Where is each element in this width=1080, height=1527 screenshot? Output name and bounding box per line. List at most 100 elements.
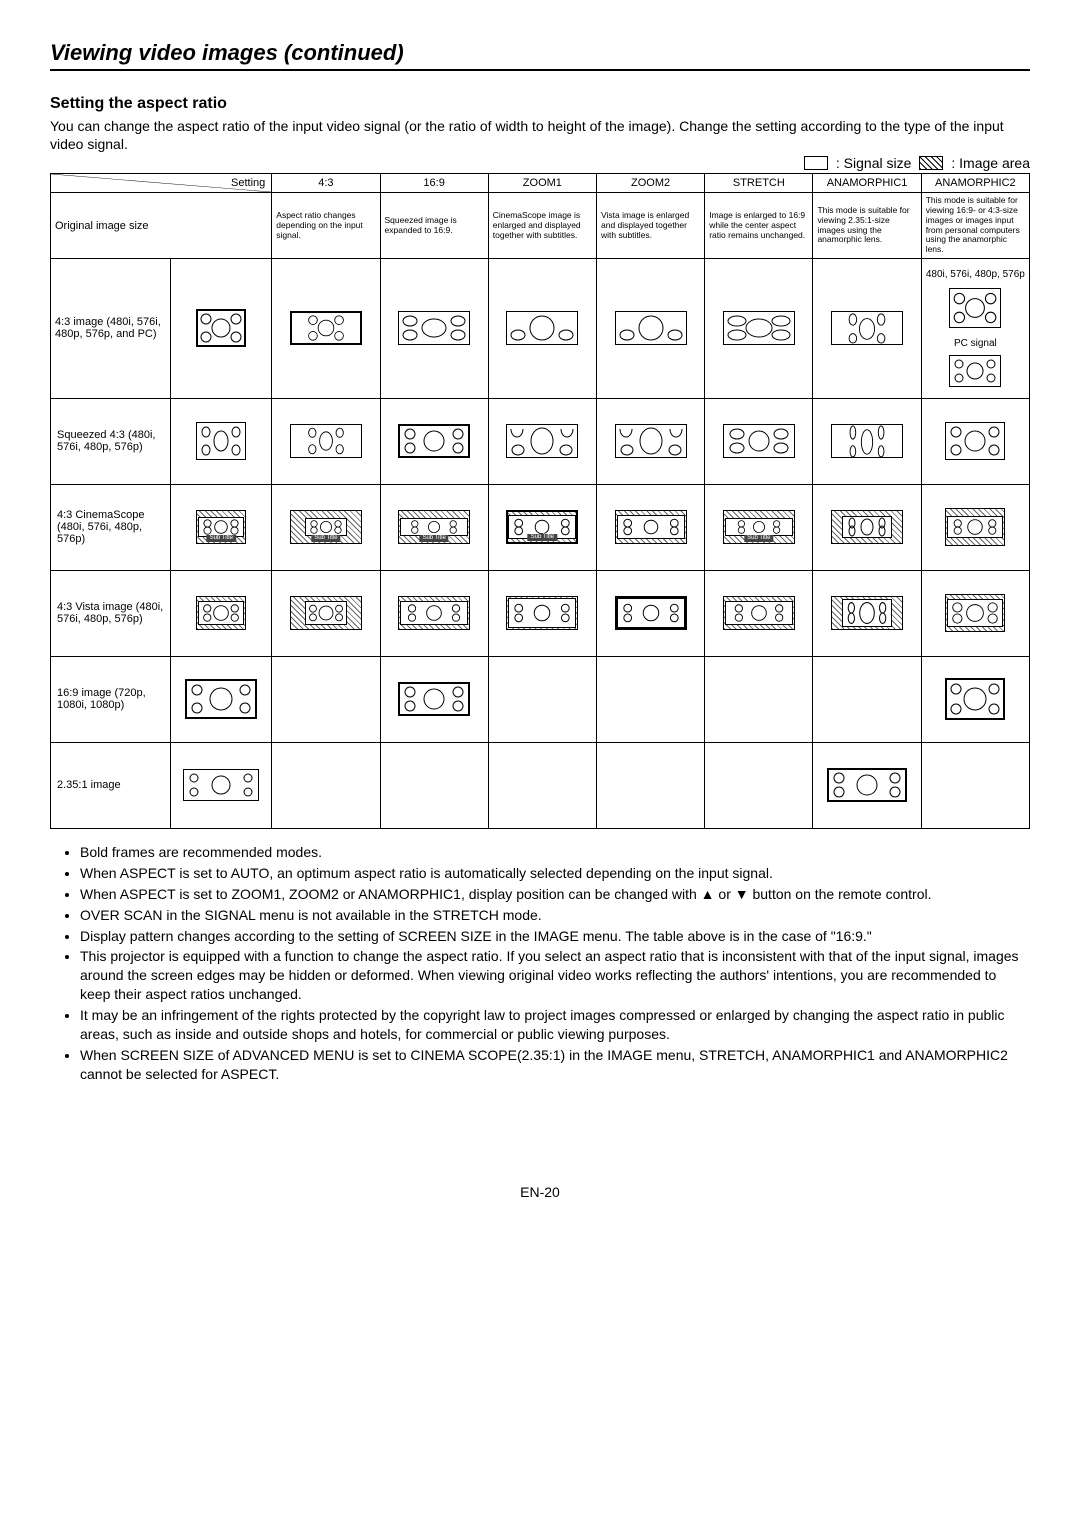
sample-cell [813,484,921,570]
sample-cell [380,742,488,828]
aspect-icon: Sub Title [398,510,470,544]
col-header: ZOOM2 [596,174,704,193]
aspect-icon [723,596,795,630]
aspect-icon [183,769,259,801]
row-label: 4:3 image (480i, 576i, 480p, 576p, and P… [51,258,171,398]
sample-cell [921,570,1029,656]
note-item: OVER SCAN in the SIGNAL menu is not avai… [80,906,1030,925]
row-label: 2.35:1 image [51,742,171,828]
sample-cell: Sub Title [488,484,596,570]
row-label: 4:3 Vista image (480i, 576i, 480p, 576p) [51,570,171,656]
aspect-icon: Sub Title [196,510,246,544]
aspect-icon [398,682,470,716]
aspect-icon [831,424,903,458]
subtitle-tag: Sub Title [744,535,773,542]
sample-cell [380,258,488,398]
sample-cell: 480i, 576i, 480p, 576p PC signal [921,258,1029,398]
section-title: Setting the aspect ratio [50,95,1030,113]
aspect-icon [723,424,795,458]
sample-cell: Sub Title [705,484,813,570]
aspect-icon [615,596,687,630]
pc-signal-label: PC signal [954,338,997,349]
aspect-icon [196,309,246,347]
table-row: Setting 4:3 16:9 ZOOM1 ZOOM2 STRETCH ANA… [51,174,1030,193]
sample-cell [921,742,1029,828]
aspect-icon [290,424,362,458]
desc-cell: CinemaScope image is enlarged and displa… [488,193,596,259]
sample-cell [488,398,596,484]
aspect-icon [945,508,1005,546]
aspect-icon [945,594,1005,632]
aspect-icon [290,596,362,630]
col-header: ZOOM1 [488,174,596,193]
sample-cell [380,570,488,656]
page-number: EN-20 [50,1184,1030,1200]
aspect-icon [615,424,687,458]
note-item: It may be an infringement of the rights … [80,1006,1030,1044]
sample-cell [813,742,921,828]
subtitle-tag: Sub Title [419,535,448,542]
aspect-icon [196,422,246,460]
row-label: 4:3 CinemaScope (480i, 576i, 480p, 576p) [51,484,171,570]
sample-cell [272,398,380,484]
sample-cell [171,742,272,828]
col-header: 16:9 [380,174,488,193]
aspect-icon [196,596,246,630]
sample-cell [596,656,704,742]
sample-cell [272,570,380,656]
desc-cell: Aspect ratio changes depending on the in… [272,193,380,259]
desc-cell: This mode is suitable for viewing 16:9- … [921,193,1029,259]
table-row: 16:9 image (720p, 1080i, 1080p) [51,656,1030,742]
col-header: STRETCH [705,174,813,193]
sample-cell [380,398,488,484]
aspect-icon [398,424,470,458]
sample-cell [921,656,1029,742]
sample-cell [596,258,704,398]
sample-cell [272,742,380,828]
subtitle-tag: Sub Title [311,535,340,542]
sample-cell [488,258,596,398]
sample-cell [813,258,921,398]
desc-cell: This mode is suitable for viewing 2.35:1… [813,193,921,259]
desc-cell: Image is enlarged to 16:9 while the cent… [705,193,813,259]
legend: : Signal size : Image area [50,155,1030,171]
col-header: ANAMORPHIC1 [813,174,921,193]
row-label: 16:9 image (720p, 1080i, 1080p) [51,656,171,742]
sample-cell [272,258,380,398]
subtitle-tag: Sub Title [207,535,236,542]
note-item: When SCREEN SIZE of ADVANCED MENU is set… [80,1046,1030,1084]
sample-cell [488,656,596,742]
sample-cell [921,484,1029,570]
sample-cell [921,398,1029,484]
extra-label: 480i, 576i, 480p, 576p [926,269,1025,280]
aspect-icon [506,424,578,458]
note-item: When ASPECT is set to AUTO, an optimum a… [80,864,1030,883]
sample-cell [596,398,704,484]
aspect-icon [506,311,578,345]
aspect-icon [831,510,903,544]
aspect-icon [615,510,687,544]
page-title: Viewing video images (continued) [50,40,1030,71]
aspect-icon [506,596,578,630]
sample-cell [705,570,813,656]
aspect-table: Setting 4:3 16:9 ZOOM1 ZOOM2 STRETCH ANA… [50,173,1030,829]
note-item: Bold frames are recommended modes. [80,843,1030,862]
original-image-size-label: Original image size [51,193,272,259]
aspect-icon [831,311,903,345]
setting-header-cell: Setting [51,174,272,193]
circles-icon [198,311,244,345]
sample-cell [272,656,380,742]
table-row: 4:3 image (480i, 576i, 480p, 576p, and P… [51,258,1030,398]
aspect-icon [398,596,470,630]
table-row: Original image size Aspect ratio changes… [51,193,1030,259]
col-header: 4:3 [272,174,380,193]
sample-cell [596,742,704,828]
sample-cell [171,398,272,484]
col-header: ANAMORPHIC2 [921,174,1029,193]
notes-list: Bold frames are recommended modes. When … [50,843,1030,1084]
desc-cell: Squeezed image is expanded to 16:9. [380,193,488,259]
aspect-icon [185,679,257,719]
sample-cell [171,258,272,398]
aspect-icon: Sub Title [506,510,578,544]
note-item: Display pattern changes according to the… [80,927,1030,946]
